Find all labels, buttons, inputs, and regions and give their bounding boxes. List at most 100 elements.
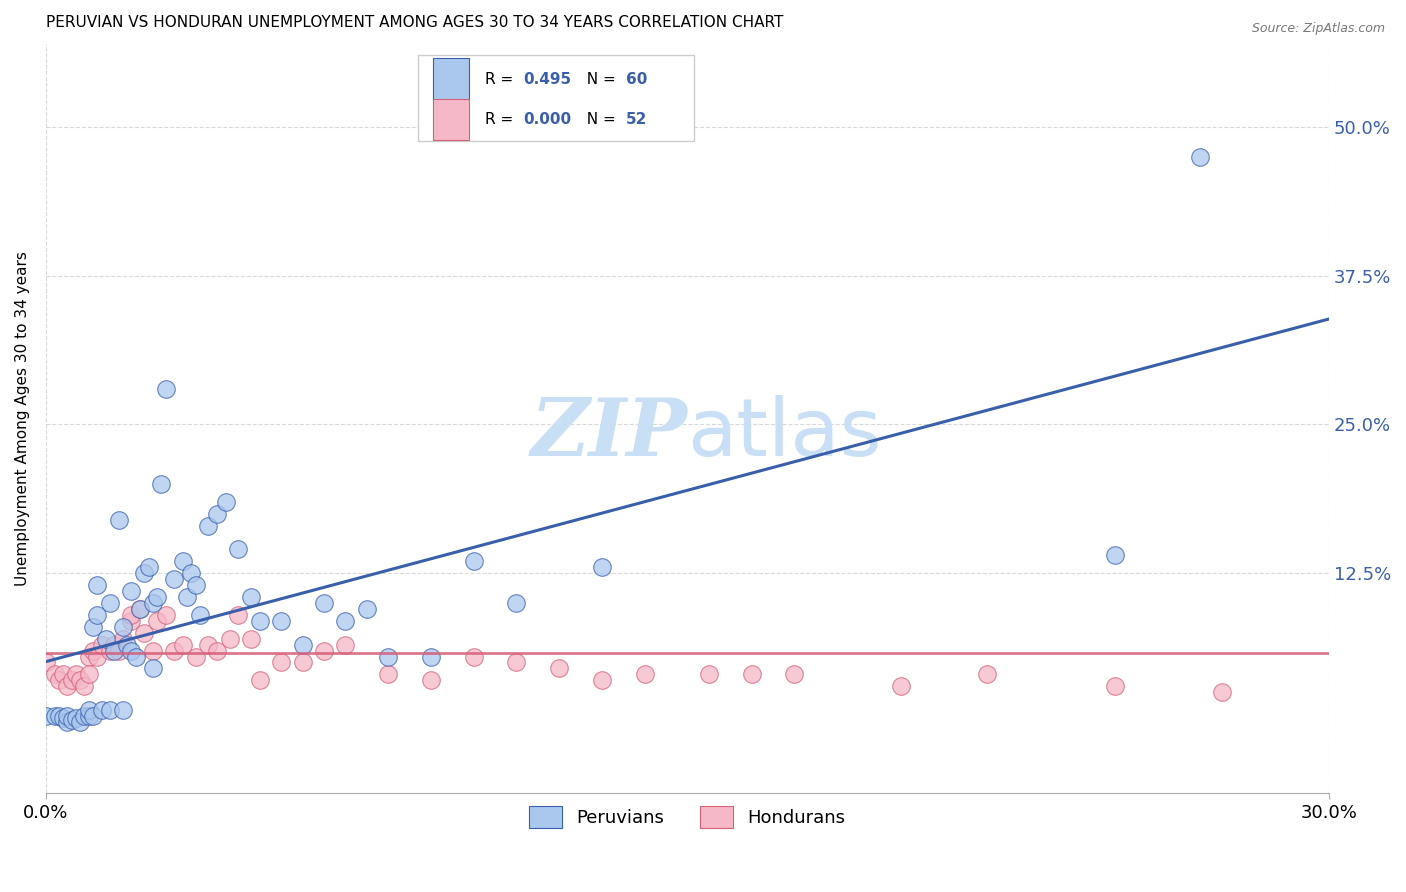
Point [65,667,87,681]
Point [240,590,263,604]
Point [172,638,194,652]
Point [205,643,228,657]
Point [56,709,79,723]
Point [205,507,228,521]
Point [163,643,186,657]
Point [82,709,104,723]
Point [121,607,143,622]
Point [111,620,134,634]
Text: R =: R = [485,71,517,87]
Point [356,602,378,616]
Point [121,584,143,599]
Point [73,709,96,723]
Point [548,661,571,675]
Point [419,673,441,688]
Point [125,649,148,664]
Point [35,709,58,723]
Point [121,643,143,657]
Point [69,714,91,729]
Point [146,614,169,628]
Point [155,382,177,396]
Point [291,656,314,670]
Point [270,614,292,628]
Point [56,679,79,693]
Point [107,513,129,527]
Point [312,596,335,610]
Point [249,614,271,628]
Point [82,643,104,657]
Point [377,667,399,681]
Point [142,661,165,675]
Point [249,673,271,688]
Point [56,714,79,729]
Point [111,632,134,646]
Point [591,560,613,574]
Point [115,638,138,652]
Point [48,709,70,723]
Point [121,614,143,628]
Point [86,578,108,592]
Point [98,643,121,657]
Point [240,632,263,646]
Point [312,643,335,657]
Point [77,649,100,664]
Point [188,607,211,622]
Point [270,656,292,670]
Point [505,656,527,670]
Point [134,625,156,640]
Point [94,632,117,646]
Point [77,709,100,723]
Point [463,554,485,568]
Point [98,596,121,610]
Point [591,673,613,688]
Point [228,542,250,557]
Point [82,620,104,634]
Point [197,518,219,533]
Point [60,673,83,688]
Point [90,638,112,652]
Point [197,638,219,652]
Point [44,667,66,681]
Text: 60: 60 [626,71,647,87]
Point [155,607,177,622]
Text: ZIP: ZIP [530,395,688,472]
Point [377,649,399,664]
Point [783,667,806,681]
Point [335,638,357,652]
Point [134,566,156,581]
Point [65,711,87,725]
Text: N =: N = [576,112,620,127]
Point [463,649,485,664]
Point [86,607,108,622]
Point [335,614,357,628]
Point [77,703,100,717]
Point [103,643,125,657]
FancyBboxPatch shape [433,59,470,100]
Point [1211,685,1233,699]
Point [890,679,912,693]
Point [111,703,134,717]
Point [176,590,198,604]
Y-axis label: Unemployment Among Ages 30 to 34 years: Unemployment Among Ages 30 to 34 years [15,251,30,586]
Point [44,709,66,723]
Point [77,667,100,681]
Text: PERUVIAN VS HONDURAN UNEMPLOYMENT AMONG AGES 30 TO 34 YEARS CORRELATION CHART: PERUVIAN VS HONDURAN UNEMPLOYMENT AMONG … [46,15,783,30]
Point [52,711,75,725]
FancyBboxPatch shape [418,55,693,141]
Text: R =: R = [485,112,517,127]
Point [86,649,108,664]
Point [184,649,207,664]
Point [90,703,112,717]
Point [107,643,129,657]
Point [184,578,207,592]
Point [1104,679,1126,693]
Point [73,679,96,693]
Point [146,590,169,604]
Point [163,572,186,586]
FancyBboxPatch shape [433,99,470,140]
Point [218,632,240,646]
Point [142,596,165,610]
Point [35,656,58,670]
Point [98,703,121,717]
Point [129,602,152,616]
